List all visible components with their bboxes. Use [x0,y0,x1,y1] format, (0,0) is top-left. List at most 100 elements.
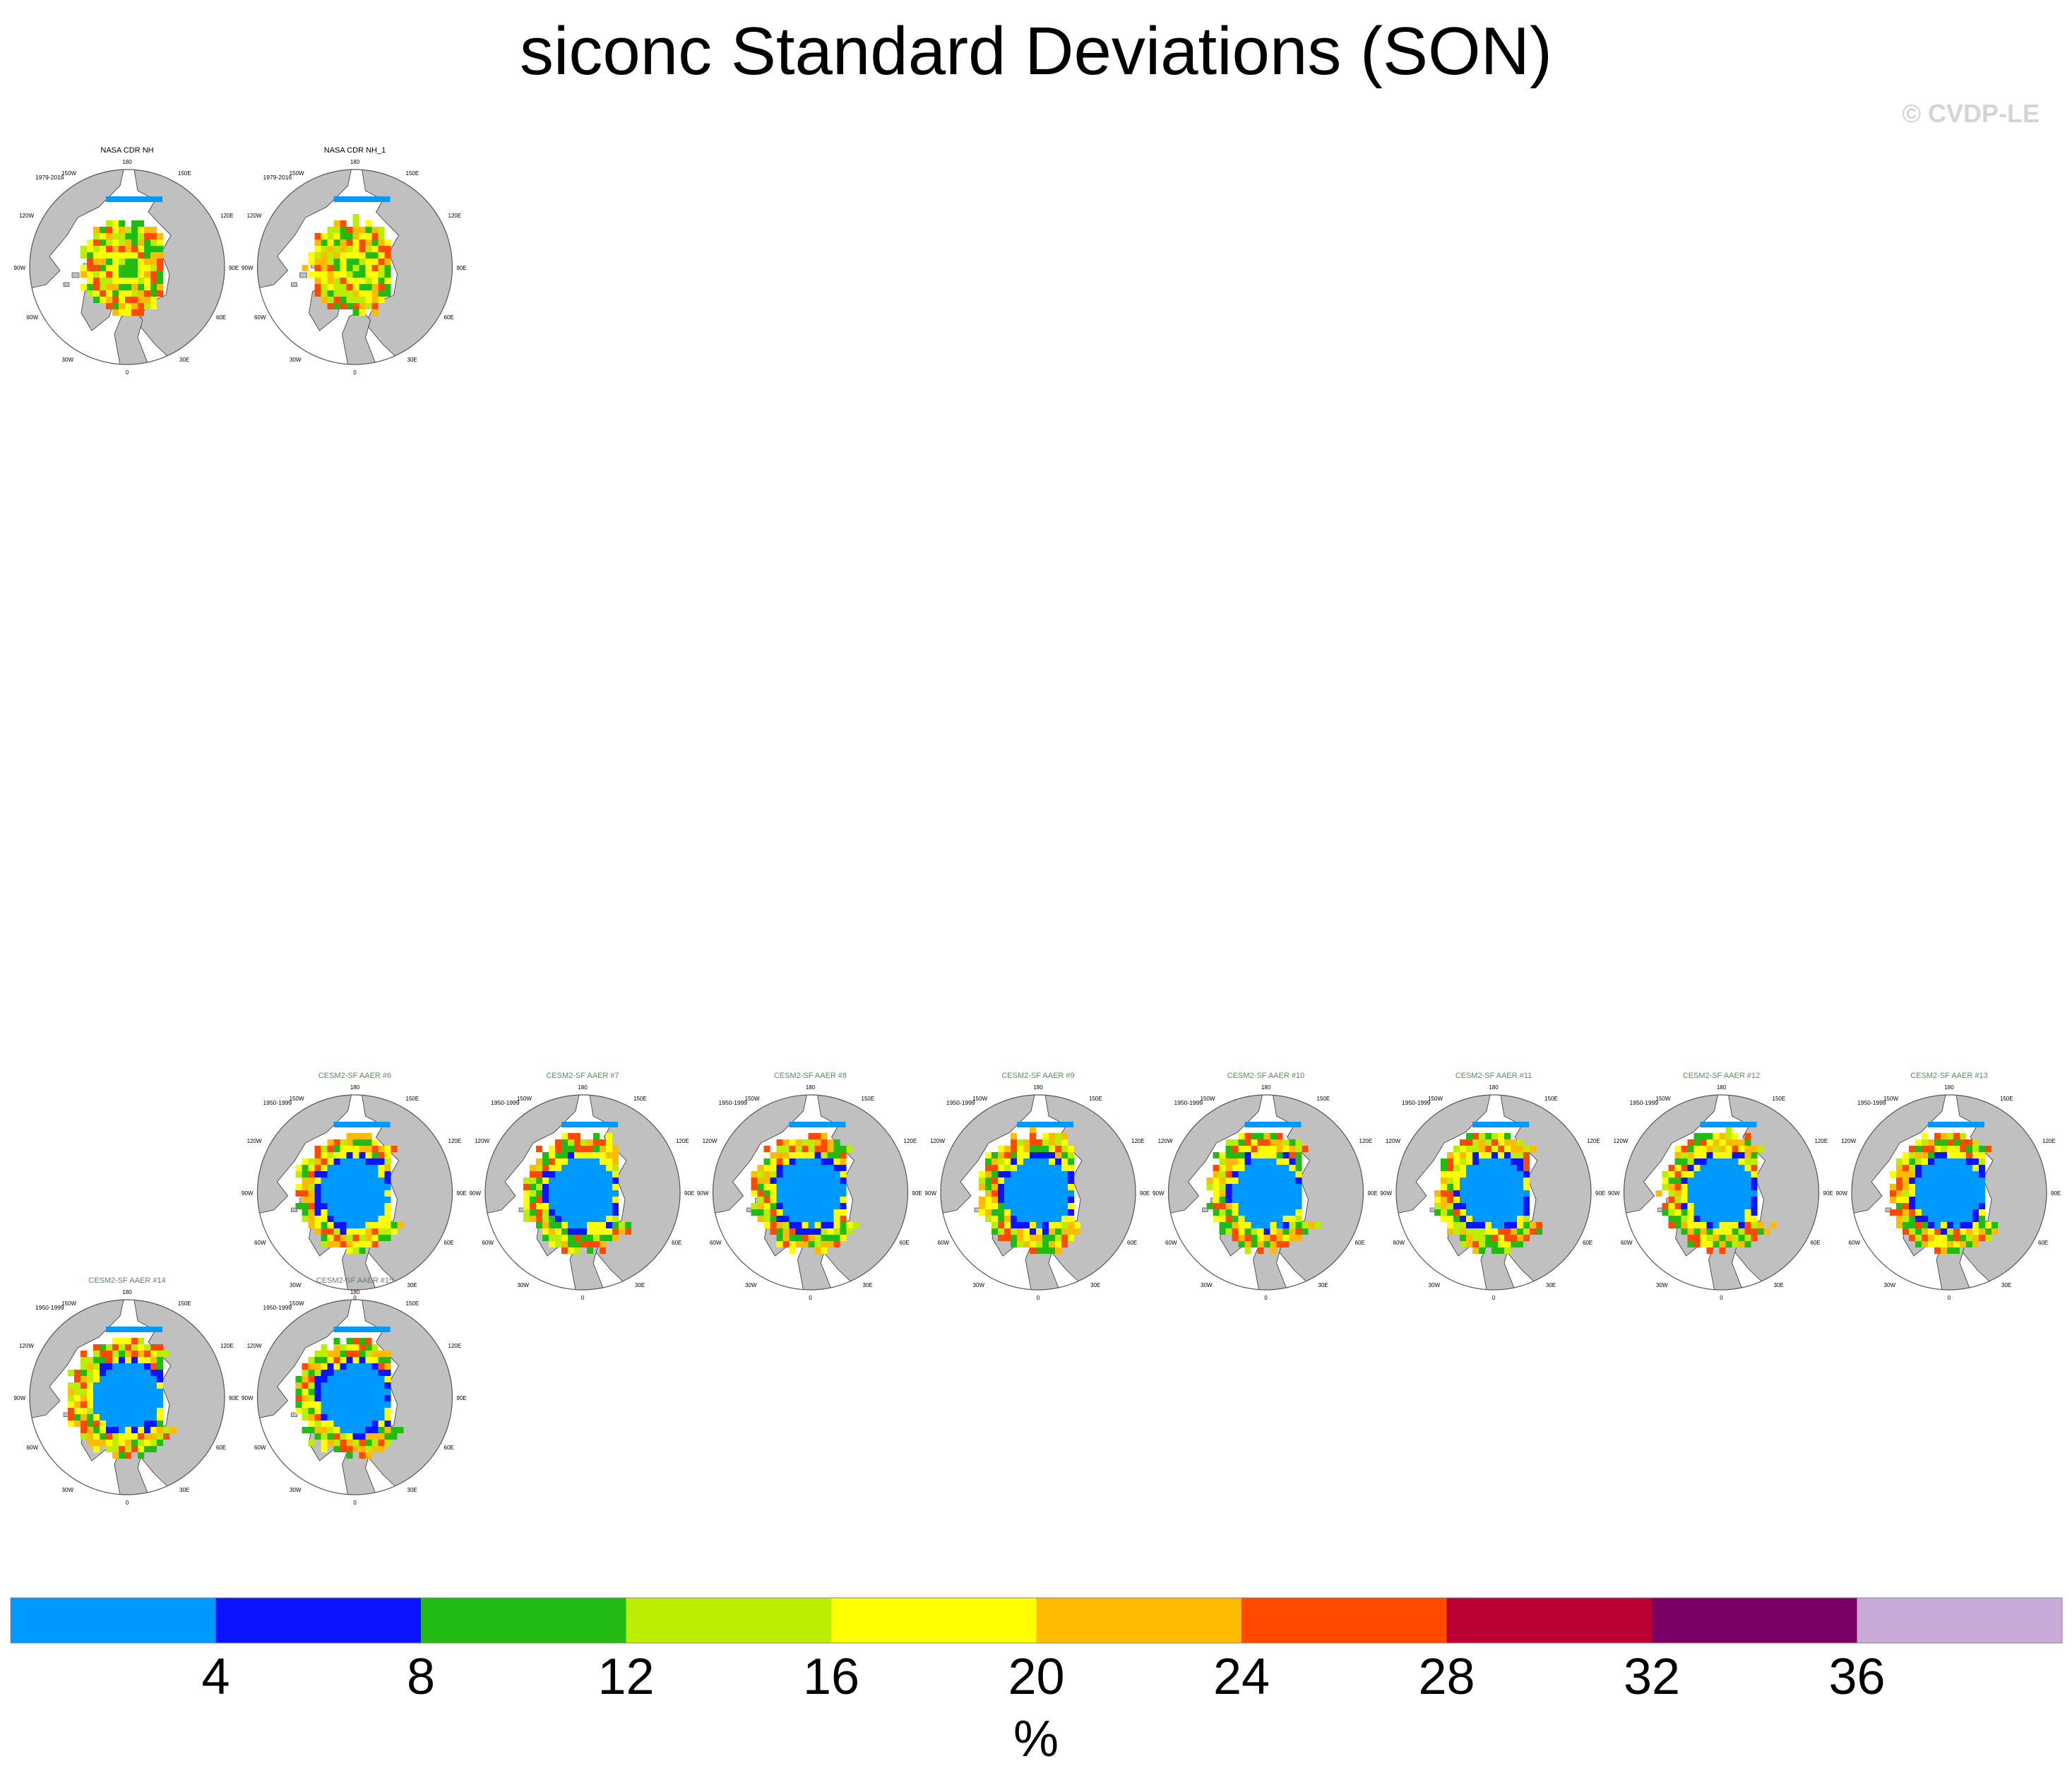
ice-cell [302,1171,309,1178]
ice-cell [561,1235,568,1241]
ice-cell [125,1363,131,1370]
ice-cell [1238,1178,1245,1184]
map-panel: 180150E120E90E60E30E030W60W90W120W150WCE… [1153,1072,1378,1301]
ice-cell [1453,1152,1460,1158]
ice-cell [87,278,93,284]
ice-cell [1681,1158,1688,1165]
ice-cell [625,1222,631,1228]
ice-cell [1693,1171,1701,1178]
ice-cell [802,1184,809,1190]
ice-cell [1713,1178,1720,1184]
ice-cell [1928,1165,1934,1171]
ice-cell [1947,1241,1953,1247]
ice-cell [542,1209,549,1216]
ice-cell [365,1395,372,1401]
ice-cell [384,278,391,284]
ice-cell [782,1197,790,1203]
ice-cell [371,278,379,284]
ice-cell [782,1203,790,1209]
ice-cell [1738,1165,1745,1171]
ice-cell [371,1408,379,1414]
ice-cell [333,1370,340,1376]
ice-cell [106,278,112,284]
ice-cell [314,1382,321,1389]
ice-cell [1447,1178,1453,1184]
ice-cell [119,1376,125,1382]
ice-cell [314,1395,321,1401]
ice-cell [821,1235,828,1241]
ice-cell [74,1376,81,1382]
ice-cell [327,1146,334,1152]
ice-cell [580,1190,587,1197]
lon-label: 30E [1546,1282,1556,1288]
ice-cell [568,1158,574,1165]
ice-cell [333,1222,340,1228]
ice-cell [1700,1122,1706,1127]
ice-cell [112,1363,119,1370]
ice-cell [384,196,391,202]
ice-cell [93,1376,100,1382]
ice-cell [770,1171,777,1178]
ice-cell [1909,1165,1915,1171]
ice-cell [1928,1152,1934,1158]
ice-cell [157,1370,163,1376]
ice-cell [1719,1197,1726,1203]
ice-cell [327,290,334,297]
ice-cell [1447,1228,1453,1235]
ice-cell [840,1190,847,1197]
ice-cell [125,1427,131,1433]
panel-title: CESM2-SF AAER #15 [316,1276,393,1285]
ice-cell [346,1395,353,1401]
lon-label: 150E [1773,1096,1786,1102]
ice-cell [1947,1178,1953,1184]
ice-cell [1725,1209,1732,1216]
ice-cell [808,1235,815,1241]
ice-cell [379,1122,385,1127]
ice-cell [985,1171,992,1178]
ice-cell [1674,1197,1681,1203]
map-border [29,169,225,365]
ice-cell [1681,1178,1688,1184]
ice-cell [1251,1197,1258,1203]
ice-cell [93,259,100,265]
ice-cell [93,297,100,303]
ice-cell [561,1197,568,1203]
ice-cell [1687,1152,1694,1158]
ice-cell [378,265,385,271]
ice-cell [808,1178,815,1184]
ice-cell [802,1203,809,1209]
ice-cell [346,1171,353,1178]
ice-cell [1225,1158,1232,1165]
ice-cell [1263,1209,1270,1216]
ice-cell [340,1395,347,1401]
ice-cell [840,1184,847,1190]
ice-cell [1270,1235,1277,1241]
ice-cell [333,1395,340,1401]
ice-cell [814,1139,821,1146]
ice-cell [150,284,157,290]
ice-cell [763,1146,770,1152]
ice-cell [112,1414,119,1421]
ice-cell [1492,1171,1498,1178]
ice-cell [763,1222,770,1228]
ice-cell [112,1395,119,1401]
island-land [291,282,297,287]
ice-cell [365,271,372,278]
ice-cell [568,1171,574,1178]
ice-cell [308,1376,315,1382]
ice-cell [87,1421,93,1427]
ice-cell [833,1165,840,1171]
ice-cell [352,1338,359,1344]
ice-cell [985,1203,992,1209]
ice-cell [1295,1235,1302,1241]
ice-cell [1453,1209,1460,1216]
ice-cell [384,1222,391,1228]
ice-cell [1700,1165,1707,1171]
ice-cell [144,1344,150,1351]
ice-cell [1732,1190,1739,1197]
ice-cell [1036,1146,1042,1152]
ice-cell [587,1235,593,1241]
ice-cell [144,227,150,233]
ice-cell [362,1122,368,1127]
ice-cell [1915,1152,1922,1158]
